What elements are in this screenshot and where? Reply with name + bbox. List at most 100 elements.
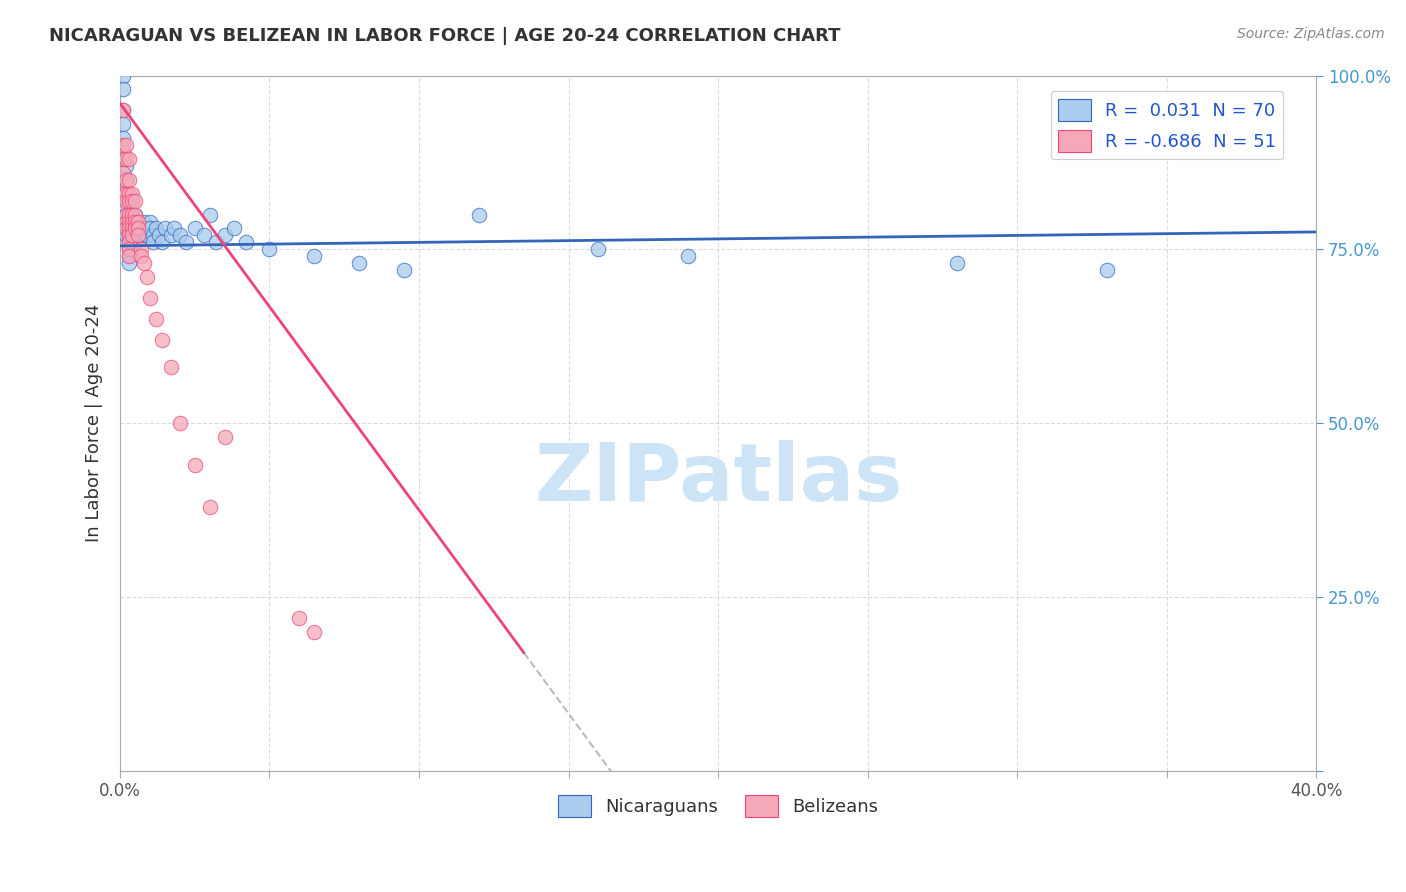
- Point: [150, 235, 173, 250]
- Point: [148, 228, 170, 243]
- Point: [163, 221, 186, 235]
- Point: [118, 208, 141, 222]
- Point: [118, 249, 141, 263]
- Point: [588, 242, 610, 256]
- Point: [118, 256, 141, 270]
- Point: [118, 152, 141, 166]
- Point: [118, 214, 141, 228]
- Point: [111, 82, 134, 96]
- Point: [204, 235, 226, 250]
- Point: [115, 214, 138, 228]
- Point: [304, 624, 326, 639]
- Point: [115, 152, 138, 166]
- Point: [222, 221, 245, 235]
- Point: [127, 221, 149, 235]
- Point: [468, 208, 491, 222]
- Point: [145, 221, 167, 235]
- Point: [145, 311, 167, 326]
- Point: [169, 416, 191, 430]
- Point: [392, 263, 415, 277]
- Point: [132, 221, 155, 235]
- Point: [139, 214, 162, 228]
- Point: [235, 235, 257, 250]
- Point: [124, 214, 146, 228]
- Point: [118, 186, 141, 201]
- Point: [111, 103, 134, 118]
- Point: [198, 500, 221, 514]
- Point: [139, 221, 162, 235]
- Point: [198, 208, 221, 222]
- Point: [118, 242, 141, 256]
- Text: ZIPatlas: ZIPatlas: [534, 440, 903, 517]
- Point: [153, 221, 176, 235]
- Point: [115, 214, 138, 228]
- Point: [304, 249, 326, 263]
- Point: [118, 242, 141, 256]
- Point: [121, 214, 143, 228]
- Point: [259, 242, 281, 256]
- Point: [111, 131, 134, 145]
- Point: [111, 145, 134, 159]
- Point: [111, 152, 134, 166]
- Point: [214, 228, 236, 243]
- Point: [118, 235, 141, 250]
- Point: [135, 221, 157, 235]
- Point: [124, 235, 146, 250]
- Point: [124, 221, 146, 235]
- Point: [124, 221, 146, 235]
- Point: [115, 208, 138, 222]
- Point: [115, 186, 138, 201]
- Point: [115, 228, 138, 243]
- Point: [129, 249, 152, 263]
- Point: [121, 194, 143, 208]
- Point: [169, 228, 191, 243]
- Point: [129, 242, 152, 256]
- Point: [115, 201, 138, 215]
- Point: [139, 291, 162, 305]
- Point: [127, 214, 149, 228]
- Point: [183, 458, 205, 472]
- Point: [132, 214, 155, 228]
- Point: [115, 173, 138, 187]
- Point: [127, 228, 149, 243]
- Point: [115, 221, 138, 235]
- Point: [121, 221, 143, 235]
- Point: [132, 228, 155, 243]
- Point: [121, 228, 143, 243]
- Point: [132, 256, 155, 270]
- Point: [288, 611, 311, 625]
- Point: [129, 228, 152, 243]
- Point: [115, 194, 138, 208]
- Point: [946, 256, 969, 270]
- Point: [127, 228, 149, 243]
- Point: [124, 228, 146, 243]
- Point: [118, 228, 141, 243]
- Point: [124, 208, 146, 222]
- Point: [127, 214, 149, 228]
- Point: [118, 228, 141, 243]
- Point: [347, 256, 370, 270]
- Point: [118, 173, 141, 187]
- Point: [118, 235, 141, 250]
- Point: [118, 221, 141, 235]
- Point: [150, 333, 173, 347]
- Point: [135, 270, 157, 285]
- Point: [124, 194, 146, 208]
- Point: [115, 221, 138, 235]
- Point: [135, 228, 157, 243]
- Point: [183, 221, 205, 235]
- Point: [129, 221, 152, 235]
- Point: [111, 138, 134, 153]
- Point: [174, 235, 197, 250]
- Point: [121, 208, 143, 222]
- Point: [118, 194, 141, 208]
- Point: [118, 194, 141, 208]
- Text: Source: ZipAtlas.com: Source: ZipAtlas.com: [1237, 27, 1385, 41]
- Point: [115, 159, 138, 173]
- Y-axis label: In Labor Force | Age 20-24: In Labor Force | Age 20-24: [86, 304, 103, 542]
- Point: [118, 214, 141, 228]
- Point: [118, 221, 141, 235]
- Point: [676, 249, 699, 263]
- Point: [121, 221, 143, 235]
- Legend: Nicaraguans, Belizeans: Nicaraguans, Belizeans: [551, 788, 886, 824]
